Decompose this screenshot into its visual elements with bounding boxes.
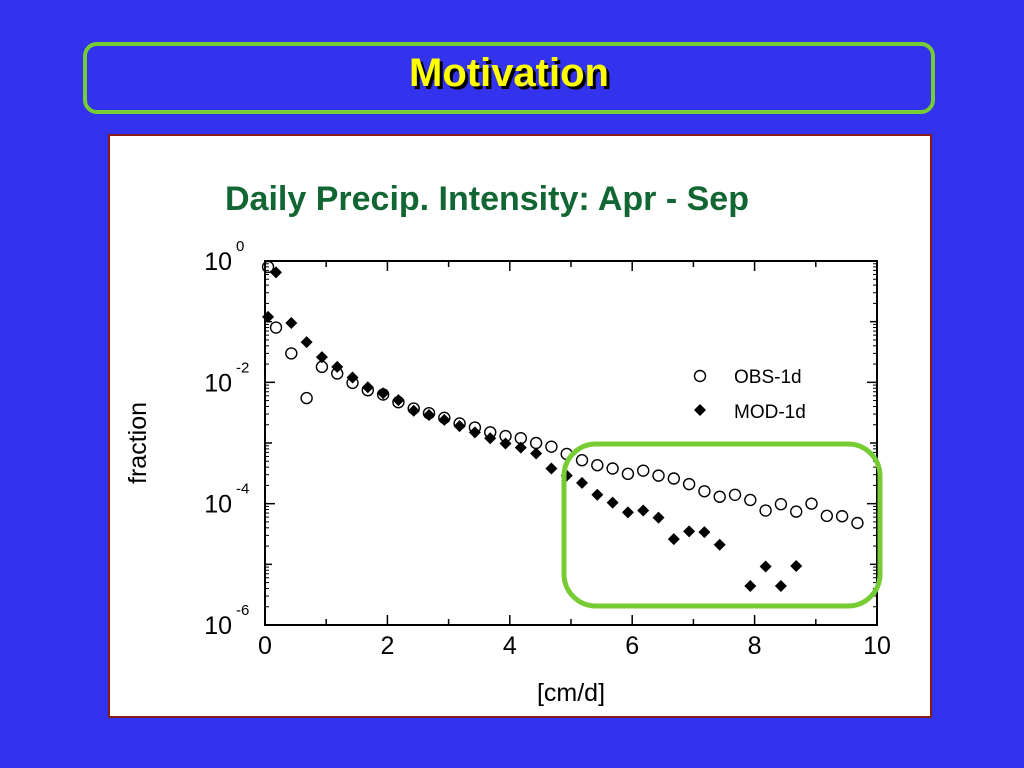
- obs-point: [621, 467, 635, 481]
- legend: OBS-1d MOD-1d: [693, 367, 806, 423]
- mod-point: [484, 432, 497, 445]
- mod-point: [591, 488, 604, 501]
- mod-point: [683, 525, 696, 538]
- obs-point: [300, 391, 313, 405]
- obs-point: [820, 509, 834, 523]
- mod-point: [377, 387, 390, 400]
- slide-title-box: Motivation: [83, 42, 935, 114]
- x-tick-label: 2: [380, 632, 394, 660]
- y-tick-label-exponent: 0: [236, 238, 244, 255]
- mod-point: [331, 360, 344, 373]
- mod-point: [774, 579, 787, 592]
- mod-point: [576, 476, 589, 489]
- obs-point: [529, 436, 543, 450]
- obs-point: [591, 459, 604, 472]
- obs-point: [790, 505, 803, 518]
- mod-point: [621, 506, 634, 519]
- axis-ticks: [264, 260, 878, 626]
- mod-point: [423, 408, 436, 421]
- obs-point: [575, 454, 589, 467]
- x-axis-label: [cm/d]: [537, 679, 605, 707]
- obs-point: [269, 321, 283, 334]
- obs-point: [851, 516, 864, 530]
- legend-mod-marker: [694, 404, 706, 416]
- y-tick-label-base: 10: [204, 369, 232, 397]
- obs-point: [667, 472, 681, 485]
- mod-point: [744, 579, 757, 592]
- mod-point: [499, 437, 512, 450]
- obs-point: [744, 493, 757, 507]
- chart-title: Daily Precip. Intensity: Apr - Sep: [225, 180, 749, 218]
- mod-point: [346, 371, 359, 384]
- mod-point: [285, 317, 298, 330]
- mod-point: [606, 496, 619, 509]
- x-tick-label: 6: [625, 632, 639, 660]
- obs-point: [545, 440, 558, 453]
- mod-point: [514, 441, 527, 454]
- obs-point: [774, 497, 788, 511]
- mod-point: [545, 462, 558, 475]
- x-tick-label: 4: [503, 632, 517, 660]
- mod-point: [637, 504, 650, 517]
- legend-obs-marker: [693, 369, 707, 383]
- y-tick-label-base: 10: [204, 491, 232, 519]
- obs-point: [652, 469, 665, 482]
- mod-point: [698, 526, 711, 539]
- obs-point: [606, 462, 619, 475]
- y-tick-label-exponent: -2: [236, 359, 249, 376]
- obs-point: [805, 497, 818, 510]
- mod-point: [300, 336, 313, 349]
- x-tick-label: 10: [863, 632, 891, 660]
- y-tick-label-exponent: -6: [236, 602, 249, 619]
- mod-point: [438, 413, 451, 426]
- mod-point: [530, 447, 543, 460]
- obs-point: [759, 504, 772, 517]
- mod-point: [407, 404, 420, 417]
- mod-point: [713, 538, 726, 551]
- mod-point: [270, 266, 283, 279]
- y-tick-label-exponent: -4: [236, 481, 249, 498]
- obs-point: [261, 260, 275, 274]
- mod-point: [392, 394, 405, 407]
- x-tick-labels: 0 2 4 6 8 10: [258, 632, 891, 660]
- obs-point: [835, 510, 849, 523]
- mod-point: [361, 381, 374, 394]
- chart-panel: Daily Precip. Intensity: Apr - Sep 0 2 4 6 8…: [108, 134, 932, 718]
- y-tick-label-base: 10: [204, 248, 232, 276]
- mod-point: [759, 560, 772, 573]
- mod-point: [667, 533, 680, 546]
- obs-point: [728, 488, 742, 502]
- obs-point: [713, 490, 726, 503]
- legend-obs-label: OBS-1d: [734, 367, 802, 388]
- obs-point: [682, 477, 696, 491]
- obs-point: [698, 485, 711, 498]
- y-tick-label-base: 10: [204, 612, 232, 640]
- mod-point: [315, 351, 328, 364]
- x-tick-label: 0: [258, 632, 272, 660]
- mod-point: [453, 420, 466, 433]
- highlight-box: [561, 441, 883, 609]
- y-axis-label: fraction: [124, 402, 152, 484]
- mod-point: [652, 511, 665, 524]
- precip-chart: Daily Precip. Intensity: Apr - Sep 0 2 4 6 8…: [124, 180, 891, 707]
- legend-mod-label: MOD-1d: [734, 402, 806, 423]
- obs-point: [285, 347, 298, 360]
- mod-point: [468, 426, 481, 439]
- mod-point: [262, 310, 275, 323]
- obs-point: [637, 464, 650, 477]
- series-mod-1d: [262, 266, 803, 592]
- x-tick-label: 8: [748, 632, 762, 660]
- mod-point: [790, 559, 803, 572]
- slide-title: Motivation: [409, 50, 609, 95]
